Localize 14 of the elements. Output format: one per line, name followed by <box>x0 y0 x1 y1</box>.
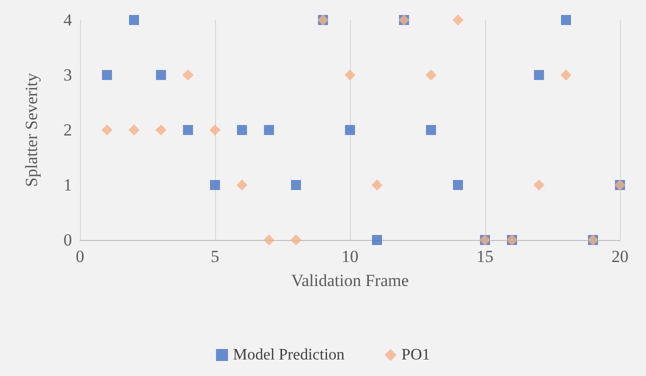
legend-label: Model Prediction <box>233 346 345 364</box>
x-axis-title: Validation Frame <box>291 271 409 290</box>
y-tick-label: 1 <box>64 176 72 194</box>
x-tick-label: 15 <box>476 247 494 266</box>
y-tick-label: 0 <box>64 230 72 250</box>
x-tick-label: 5 <box>210 247 220 266</box>
y-tick-label: 4 <box>64 10 72 30</box>
x-tick-label: 0 <box>76 247 84 266</box>
y-axis-title: Splatter Severity <box>22 72 41 187</box>
y-tick-label: 2 <box>64 120 72 140</box>
y-tick-label: 3 <box>64 66 72 84</box>
x-tick-label: 10 <box>342 247 358 266</box>
legend-label: PO1 <box>402 346 430 364</box>
x-tick-label: 20 <box>612 247 628 266</box>
